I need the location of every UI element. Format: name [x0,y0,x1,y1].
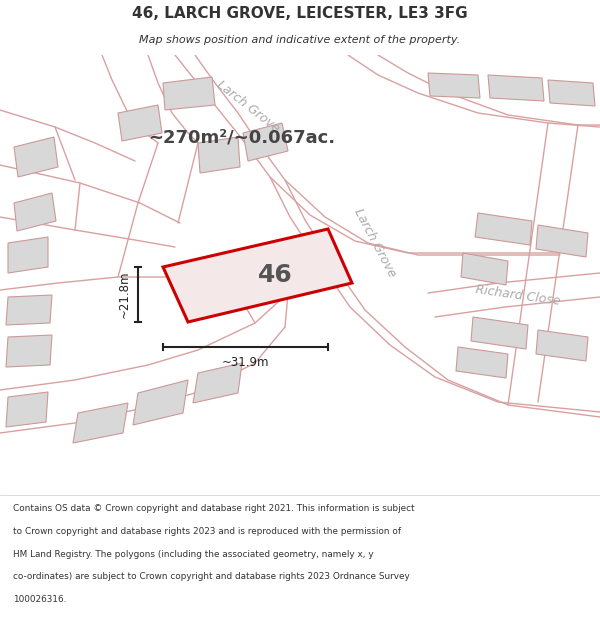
Polygon shape [488,75,544,101]
Polygon shape [428,73,480,98]
Polygon shape [163,229,352,322]
Polygon shape [14,137,58,177]
Polygon shape [6,335,52,367]
Text: ~270m²/~0.067ac.: ~270m²/~0.067ac. [148,128,335,146]
Text: Larch Grove: Larch Grove [214,79,282,136]
Text: HM Land Registry. The polygons (including the associated geometry, namely x, y: HM Land Registry. The polygons (includin… [13,549,374,559]
Text: Map shows position and indicative extent of the property.: Map shows position and indicative extent… [139,34,461,44]
Text: Richard Close: Richard Close [475,282,562,308]
Polygon shape [193,363,242,403]
Polygon shape [8,237,48,273]
Text: Contains OS data © Crown copyright and database right 2021. This information is : Contains OS data © Crown copyright and d… [13,504,415,513]
Polygon shape [461,253,508,285]
Polygon shape [163,77,215,110]
Text: ~21.8m: ~21.8m [118,271,131,318]
Text: to Crown copyright and database rights 2023 and is reproduced with the permissio: to Crown copyright and database rights 2… [13,527,401,536]
Polygon shape [456,347,508,378]
Polygon shape [73,403,128,443]
Polygon shape [198,137,240,173]
Polygon shape [6,392,48,427]
Polygon shape [243,123,288,161]
Polygon shape [133,380,188,425]
Polygon shape [14,193,56,231]
Text: 100026316.: 100026316. [13,595,67,604]
Text: 46, LARCH GROVE, LEICESTER, LE3 3FG: 46, LARCH GROVE, LEICESTER, LE3 3FG [132,6,468,21]
Text: ~31.9m: ~31.9m [222,356,269,369]
Polygon shape [475,213,532,245]
Polygon shape [471,317,528,349]
Polygon shape [118,105,162,141]
Polygon shape [6,295,52,325]
Polygon shape [536,225,588,257]
Polygon shape [536,330,588,361]
Polygon shape [548,80,595,106]
Text: 46: 46 [259,263,293,288]
Text: Larch Grove: Larch Grove [352,206,398,279]
Text: co-ordinates) are subject to Crown copyright and database rights 2023 Ordnance S: co-ordinates) are subject to Crown copyr… [13,572,410,581]
